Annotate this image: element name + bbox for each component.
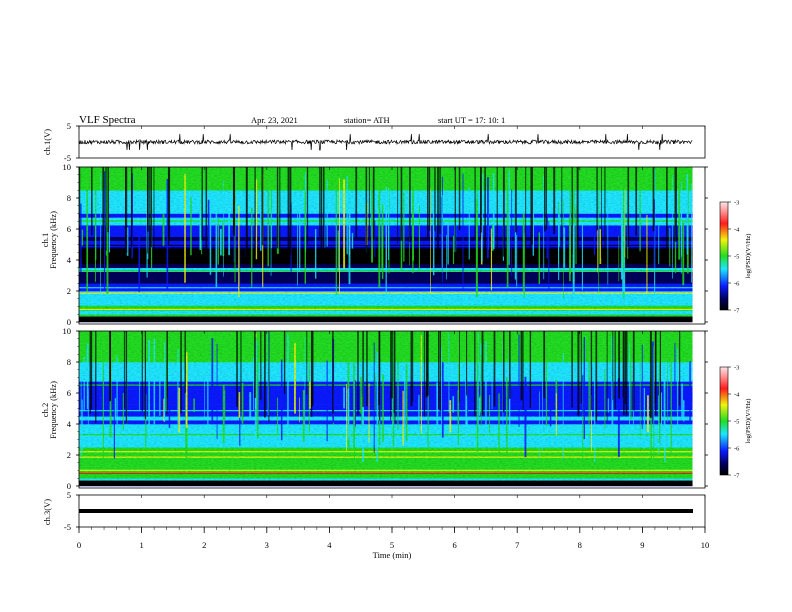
ch2-channel-label: ch.2	[40, 403, 50, 417]
volt-tick-label: 5	[67, 490, 71, 500]
freq-tick-label: 2	[67, 450, 71, 460]
colorbar-tick-label: -4	[734, 392, 740, 399]
colorbar-tick-label: -5	[734, 419, 739, 426]
freq-tick-label: 6	[67, 224, 71, 234]
freq-tick-label: 8	[67, 193, 71, 203]
time-axis: 0 1 2 3 4 5 6 7 8 9 10	[77, 126, 709, 550]
volt-tick-label: -5	[64, 522, 71, 532]
ch1-colorbar-label: log(PSD)(V²/Hz)	[745, 234, 752, 279]
time-tick-label: 3	[265, 540, 269, 550]
freq-tick-label: 0	[67, 481, 71, 491]
colorbar-tick-label: -7	[734, 473, 740, 480]
ch3-waveform-ylabel: ch.3(V)	[42, 499, 52, 525]
freq-tick-label: 6	[67, 388, 71, 398]
colorbar-tick-label: -3	[734, 365, 739, 372]
ch1-channel-label: ch.1	[40, 233, 50, 247]
colorbar-tick-label: -3	[734, 200, 739, 207]
volt-tick-label: -5	[64, 153, 71, 163]
ch2-colorbar-label: log(PSD)(V²/Hz)	[745, 399, 752, 444]
ch2-colorbar-gradient	[719, 366, 729, 476]
colorbar-tick-label: -4	[734, 227, 740, 234]
ch1-colorbar: -3 -4 -5 -6 -7 log(PSD)(V²/Hz)	[719, 200, 752, 315]
ch2-spectrogram-texture	[79, 331, 693, 486]
ch2-colorbar: -3 -4 -5 -6 -7 log(PSD)(V²/Hz)	[719, 365, 752, 480]
colorbar-tick-label: -6	[734, 446, 740, 453]
time-tick-label: 4	[327, 540, 332, 550]
ch1-waveform-ylabel: ch.1(V)	[42, 129, 52, 155]
time-tick-label: 2	[202, 540, 206, 550]
colorbar-tick-label: -6	[734, 281, 740, 288]
station-label: station= ATH	[344, 115, 390, 125]
freq-tick-label: 4	[67, 419, 72, 429]
time-tick-label: 0	[77, 540, 81, 550]
time-tick-label: 7	[515, 540, 519, 550]
freq-tick-label: 8	[67, 357, 71, 367]
time-tick-label: 10	[701, 540, 710, 550]
volt-tick-label: 5	[67, 121, 71, 131]
start-time-label: start UT = 17: 10: 1	[438, 115, 505, 125]
ch2-spectrogram-panel: 0 2 4 6 8 10 ch.2 Frequency (kHz)	[40, 326, 708, 491]
freq-tick-label: 10	[63, 162, 72, 172]
colorbar-tick-label: -7	[734, 308, 740, 315]
time-axis-label: Time (min)	[373, 550, 412, 560]
ch1-spectrogram-panel: 0 2 4 6 8 10 ch.1 Frequency (kHz)	[40, 162, 708, 327]
ch1-frequency-label: Frequency (kHz)	[48, 211, 58, 269]
time-tick-label: 5	[390, 540, 394, 550]
ch3-waveform-trace	[79, 509, 693, 513]
freq-tick-label: 2	[67, 286, 71, 296]
ch2-frequency-label: Frequency (kHz)	[48, 381, 58, 439]
freq-tick-label: 4	[67, 255, 72, 265]
freq-tick-label: 0	[67, 317, 71, 327]
time-tick-label: 1	[139, 540, 143, 550]
ch1-colorbar-gradient	[719, 201, 729, 311]
freq-tick-label: 10	[63, 326, 72, 336]
ch1-spectrogram-texture	[79, 167, 693, 322]
ch1-waveform-trace	[78, 133, 693, 151]
colorbar-tick-label: -5	[734, 254, 739, 261]
time-tick-label: 8	[578, 540, 582, 550]
time-tick-label: 6	[452, 540, 456, 550]
date-label: Apr. 23, 2021	[251, 115, 298, 125]
figure-title: VLF Spectra	[79, 114, 136, 126]
time-tick-label: 9	[640, 540, 644, 550]
